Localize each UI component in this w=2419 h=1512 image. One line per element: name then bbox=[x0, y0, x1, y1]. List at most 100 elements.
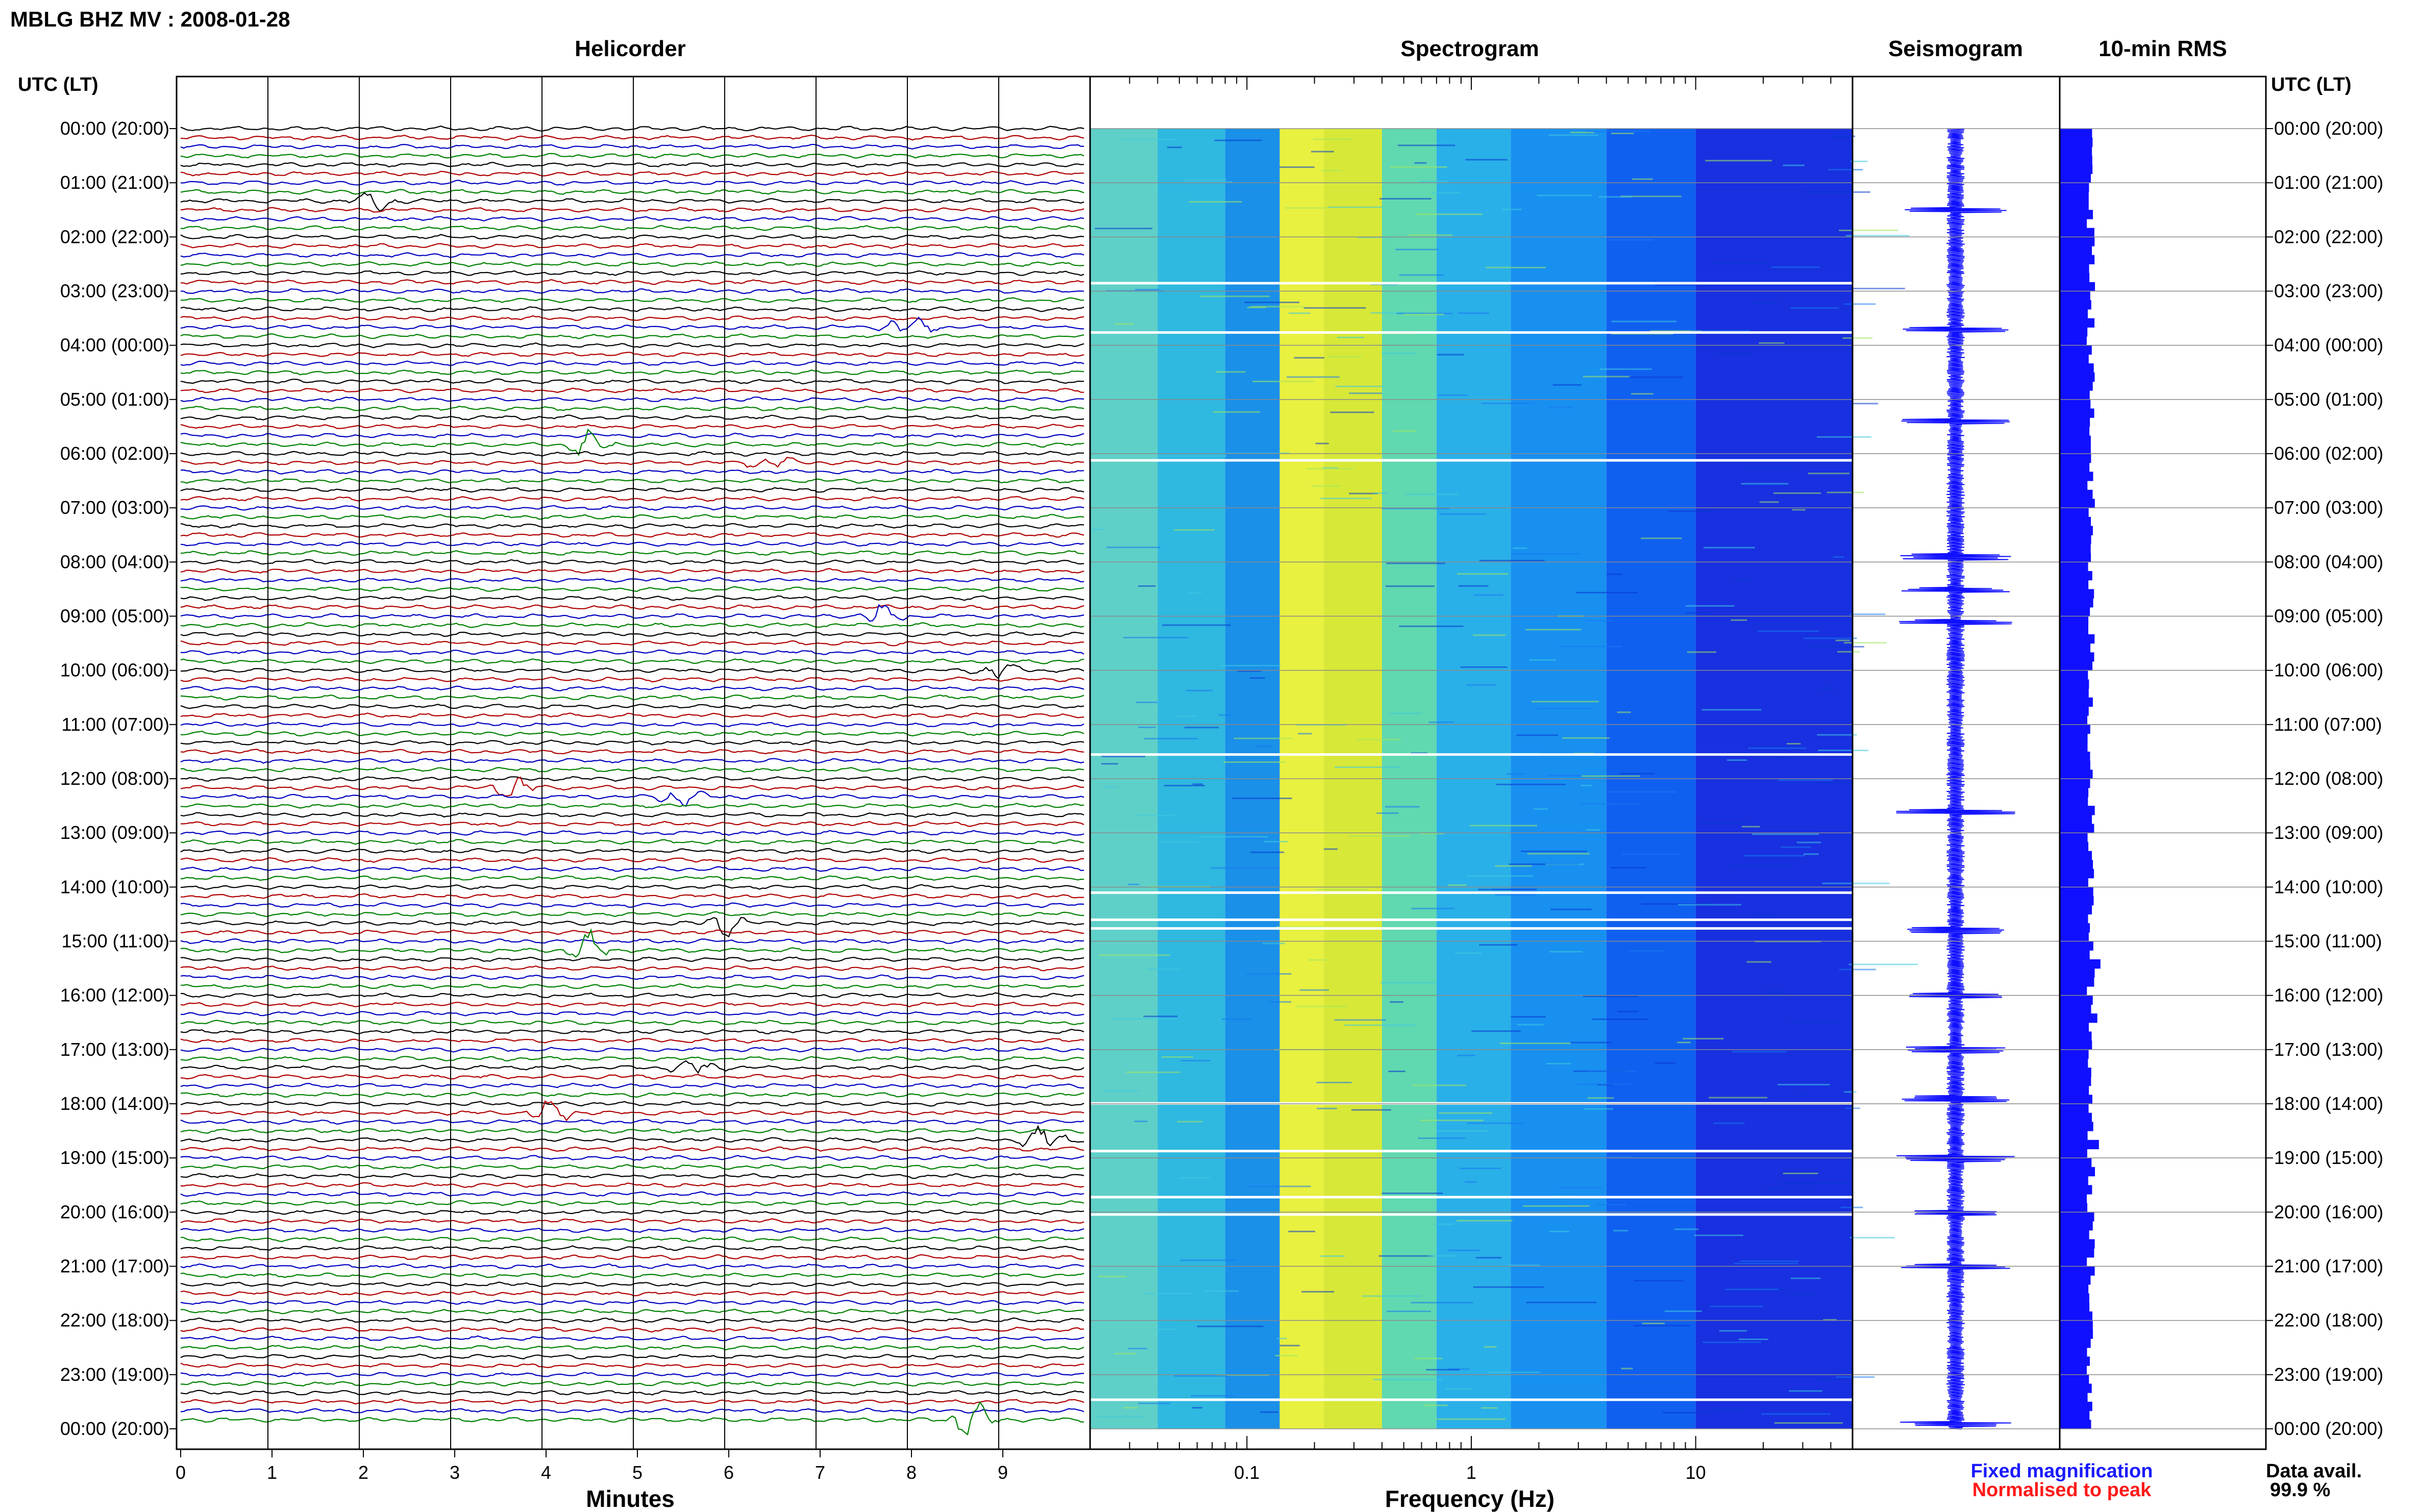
spectrogram-texture bbox=[1619, 773, 1655, 775]
spectrogram-texture bbox=[1252, 381, 1315, 382]
spectrogram-texture bbox=[1213, 411, 1261, 413]
time-tick-label: 11:00 (07:00) bbox=[2274, 714, 2382, 735]
spectrogram-texture bbox=[1174, 1375, 1227, 1377]
spectrogram-texture bbox=[1356, 738, 1401, 740]
helicorder-trace-row bbox=[180, 1245, 1084, 1251]
spectrogram-texture bbox=[1576, 591, 1638, 593]
spectrogram-texture bbox=[1097, 1416, 1146, 1418]
spectrogram-texture bbox=[1547, 775, 1581, 777]
rms-bar bbox=[2060, 363, 2094, 373]
spectrogram-texture bbox=[1699, 823, 1748, 825]
spectrogram-texture bbox=[1351, 1109, 1391, 1111]
rms-bar bbox=[2060, 770, 2093, 779]
spectrogram-texture bbox=[1299, 989, 1329, 991]
spectrogram-texture bbox=[1734, 1262, 1798, 1265]
spectrogram-texture bbox=[1851, 403, 1879, 405]
spectrogram-texture bbox=[1713, 1122, 1745, 1124]
helicorder-trace-row bbox=[180, 432, 1084, 439]
spectrogram-texture bbox=[1849, 613, 1886, 615]
time-tick-label: 07:00 (03:00) bbox=[2274, 497, 2383, 518]
spectrogram-texture bbox=[1715, 353, 1753, 355]
helicorder-trace-row bbox=[180, 261, 1084, 267]
spectrogram-texture bbox=[1471, 1030, 1521, 1032]
minute-tick-label: 9 bbox=[998, 1462, 1008, 1483]
spectrogram-texture bbox=[1250, 306, 1305, 308]
rms-bar bbox=[2060, 454, 2091, 463]
helicorder-trace-row bbox=[180, 1317, 1084, 1324]
spectrogram-texture bbox=[1263, 840, 1288, 842]
rms-bar bbox=[2060, 1257, 2087, 1267]
rms-bar bbox=[2060, 1112, 2092, 1122]
spectrogram-texture bbox=[1482, 403, 1535, 404]
helicorder-trace-row bbox=[180, 1028, 1084, 1035]
rms-bar bbox=[2060, 733, 2088, 743]
spectrogram-texture bbox=[1399, 274, 1444, 276]
spectrogram-texture bbox=[1466, 875, 1533, 877]
spectrogram-texture bbox=[1816, 436, 1872, 438]
helicorder-trace-row bbox=[180, 270, 1084, 276]
helicorder-trace-row bbox=[180, 965, 1084, 972]
helicorder-trace-row bbox=[180, 1173, 1084, 1179]
rms-bar bbox=[2060, 751, 2090, 761]
helicorder-trace-row bbox=[180, 1182, 1084, 1188]
rms-bar bbox=[2060, 1393, 2088, 1402]
spectrogram-texture bbox=[1839, 230, 1898, 231]
helicorder-trace-row bbox=[180, 1227, 1084, 1233]
spectrogram-texture bbox=[1276, 1337, 1287, 1340]
spectrogram-texture bbox=[1101, 763, 1118, 765]
spectrogram-texture bbox=[1748, 747, 1807, 749]
spectrogram-texture bbox=[1403, 313, 1444, 315]
spectrogram-texture bbox=[1771, 266, 1820, 268]
spectrogram-texture bbox=[1562, 737, 1610, 739]
helicorder-trace-row bbox=[180, 315, 1084, 321]
spectrogram-texture bbox=[1191, 1395, 1234, 1397]
helicorder-trace-row bbox=[180, 1299, 1084, 1305]
spectrogram-texture bbox=[1632, 178, 1653, 180]
spectrogram-texture bbox=[1678, 904, 1741, 906]
spectrogram-texture bbox=[1306, 468, 1354, 469]
spectrogram-texture bbox=[1288, 312, 1311, 314]
spectrogram-texture bbox=[1548, 134, 1599, 136]
helicorder-trace-row bbox=[180, 676, 1084, 683]
spectrogram-texture bbox=[1373, 492, 1387, 494]
rms-bar bbox=[2060, 715, 2088, 725]
spectrogram-texture bbox=[1842, 337, 1873, 339]
spectrogram-texture bbox=[1733, 579, 1752, 580]
spectrogram-texture bbox=[1381, 352, 1416, 354]
rms-bar bbox=[2060, 1320, 2093, 1330]
helicorder-trace-row bbox=[180, 875, 1084, 881]
rms-panel-title: 10-min RMS bbox=[2099, 36, 2227, 61]
helicorder-trace-row bbox=[180, 1010, 1084, 1017]
helicorder-trace-row bbox=[180, 192, 1084, 212]
spectrogram-texture bbox=[1197, 1325, 1264, 1327]
rms-bar bbox=[2060, 797, 2088, 806]
rms-bar bbox=[2060, 1203, 2088, 1212]
spectrogram-texture bbox=[1458, 585, 1489, 587]
spectrogram-texture bbox=[1390, 166, 1447, 168]
time-tick-label: 10:00 (06:00) bbox=[60, 660, 169, 681]
rms-bar bbox=[2060, 553, 2091, 562]
time-tick-label: 17:00 (13:00) bbox=[60, 1039, 169, 1060]
rms-bar bbox=[2060, 932, 2089, 942]
minutes-axis-label: Minutes bbox=[586, 1485, 675, 1512]
spectrogram-texture bbox=[1216, 371, 1246, 373]
spectrogram-texture bbox=[1634, 1280, 1684, 1282]
rms-bar bbox=[2060, 156, 2092, 165]
spectrogram-gap bbox=[1090, 1398, 1853, 1401]
spectrogram-texture bbox=[1182, 181, 1232, 183]
spectrogram-texture bbox=[1390, 712, 1422, 714]
helicorder-trace-row bbox=[180, 495, 1084, 502]
helicorder-trace-row bbox=[180, 1060, 1084, 1074]
frequency-axis-label: Frequency (Hz) bbox=[1385, 1485, 1554, 1512]
rms-bar bbox=[2060, 273, 2090, 283]
helicorder-trace-row bbox=[180, 1074, 1084, 1080]
helicorder-trace-row bbox=[180, 514, 1084, 520]
spectrogram-texture bbox=[1164, 785, 1205, 786]
spectrogram-texture bbox=[1709, 1408, 1746, 1410]
rms-bar bbox=[2060, 1302, 2090, 1312]
spectrogram-texture bbox=[1184, 727, 1219, 729]
spectrogram-gap bbox=[1090, 459, 1853, 462]
helicorder-trace-row bbox=[180, 451, 1084, 457]
spectrogram-texture bbox=[1386, 562, 1445, 564]
